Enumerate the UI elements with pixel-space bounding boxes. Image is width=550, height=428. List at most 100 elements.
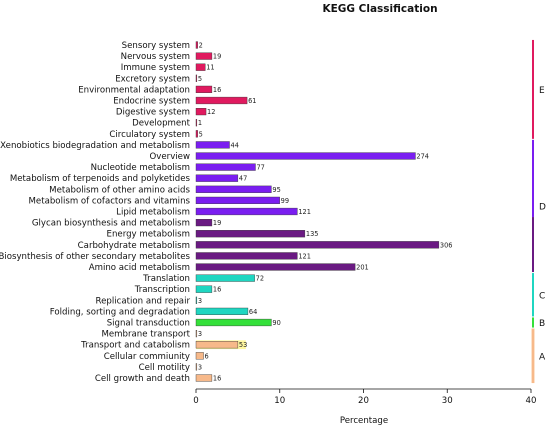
- category-label: Translation: [142, 274, 190, 284]
- bar: [195, 196, 280, 205]
- category-label: Immune system: [121, 63, 190, 73]
- x-axis: 0 10 20 30 40: [193, 388, 537, 406]
- bar: [195, 207, 298, 216]
- bar: [195, 352, 204, 360]
- group-label: E: [539, 86, 545, 96]
- group-label: B: [539, 319, 545, 329]
- category-label: Replication and repair: [96, 296, 191, 306]
- data-label: 16: [213, 86, 221, 94]
- data-label: 3: [198, 330, 202, 338]
- bar: [195, 252, 298, 260]
- data-label: 19: [213, 219, 221, 227]
- data-label: 6: [205, 352, 209, 360]
- bar: [195, 307, 249, 316]
- data-label: 274: [416, 153, 429, 161]
- bar: [195, 63, 206, 71]
- bar: [195, 85, 213, 94]
- category-label: Environmental adaptation: [78, 85, 190, 95]
- category-label: Circulatory system: [109, 130, 190, 140]
- category-label: Energy metabolism: [107, 230, 190, 240]
- category-label: Metabolism of other amino acids: [49, 185, 190, 195]
- data-label: 99: [281, 197, 289, 205]
- data-label: 64: [249, 308, 257, 316]
- data-label: 5: [198, 75, 202, 83]
- data-label: 16: [213, 286, 221, 294]
- bar: [195, 74, 198, 82]
- data-label: 12: [207, 108, 215, 116]
- category-label: Cellular commiunity: [104, 352, 190, 362]
- category-label: Carbohydrate metabolism: [78, 241, 190, 251]
- bar: [195, 241, 440, 249]
- data-label: 47: [239, 175, 247, 183]
- data-label: 11: [206, 64, 214, 72]
- group-bracket: [532, 317, 534, 328]
- category-label: Overview: [150, 152, 190, 162]
- data-label: 3: [198, 363, 202, 371]
- bar: [195, 318, 272, 327]
- category-label: Digestive system: [116, 108, 190, 118]
- data-label: 1: [198, 119, 202, 127]
- group-label: A: [539, 352, 546, 362]
- bar: [195, 285, 213, 293]
- category-label: Metabolism of cofactors and vitamins: [29, 196, 191, 206]
- bar: [195, 330, 198, 338]
- bar: [195, 185, 272, 193]
- bar: [195, 374, 213, 382]
- category-label: Sensory system: [122, 41, 190, 51]
- data-label: 306: [440, 241, 453, 249]
- data-label: 121: [298, 252, 311, 260]
- category-label: Development: [132, 119, 190, 129]
- data-label: 72: [256, 275, 264, 283]
- x-tick-label: 0: [193, 396, 198, 406]
- bar: [195, 363, 198, 371]
- data-label: 16: [213, 375, 221, 383]
- chart-title: KEGG Classification: [322, 3, 437, 15]
- x-tick-label: 40: [526, 396, 537, 406]
- data-label: 19: [213, 53, 221, 61]
- data-label: 5: [199, 130, 203, 138]
- data-label: 61: [248, 97, 256, 105]
- group-bracket: [532, 273, 534, 317]
- group-bracket: [532, 328, 534, 384]
- category-label: Folding, sorting and degradation: [50, 307, 190, 317]
- bar: [195, 52, 213, 60]
- category-label: Biosynthesis of other secondary metaboli…: [0, 252, 191, 262]
- data-label: 53: [239, 341, 247, 349]
- data-label: 135: [306, 230, 319, 238]
- bar: [195, 152, 416, 160]
- category-label: Cell growth and death: [95, 374, 190, 384]
- bar: [195, 174, 239, 182]
- category-label: Excretory system: [115, 74, 190, 84]
- category-label: Transport and catabolism: [80, 341, 190, 351]
- category-label: Transcription: [134, 285, 190, 295]
- x-axis-title: Percentage: [340, 416, 388, 426]
- data-label: 121: [298, 208, 311, 216]
- bar: [195, 341, 239, 349]
- data-label: 90: [272, 319, 280, 327]
- bar: [195, 296, 198, 304]
- bar: [195, 163, 256, 171]
- category-label: Amino acid metabolism: [89, 263, 190, 273]
- data-label: 201: [356, 264, 369, 272]
- group-bracket: [532, 139, 534, 218]
- category-label: Nucleotide metabolism: [91, 163, 190, 173]
- bar: [195, 119, 198, 127]
- category-label: Nervous system: [121, 52, 190, 62]
- data-label: 77: [256, 164, 264, 172]
- bar: [195, 107, 207, 116]
- group-bracket: [532, 39, 534, 139]
- bars-layer: [195, 41, 440, 382]
- group-label: D: [539, 202, 546, 212]
- bar: [195, 274, 255, 282]
- group-label: C: [539, 291, 545, 301]
- data-label: 2: [199, 42, 203, 50]
- bar: [195, 218, 213, 227]
- x-tick-label: 30: [442, 396, 453, 406]
- bar: [195, 263, 356, 271]
- category-label: Endocrine system: [113, 97, 190, 107]
- category-label: Signal transduction: [107, 319, 190, 329]
- category-label: Membrane transport: [101, 330, 190, 340]
